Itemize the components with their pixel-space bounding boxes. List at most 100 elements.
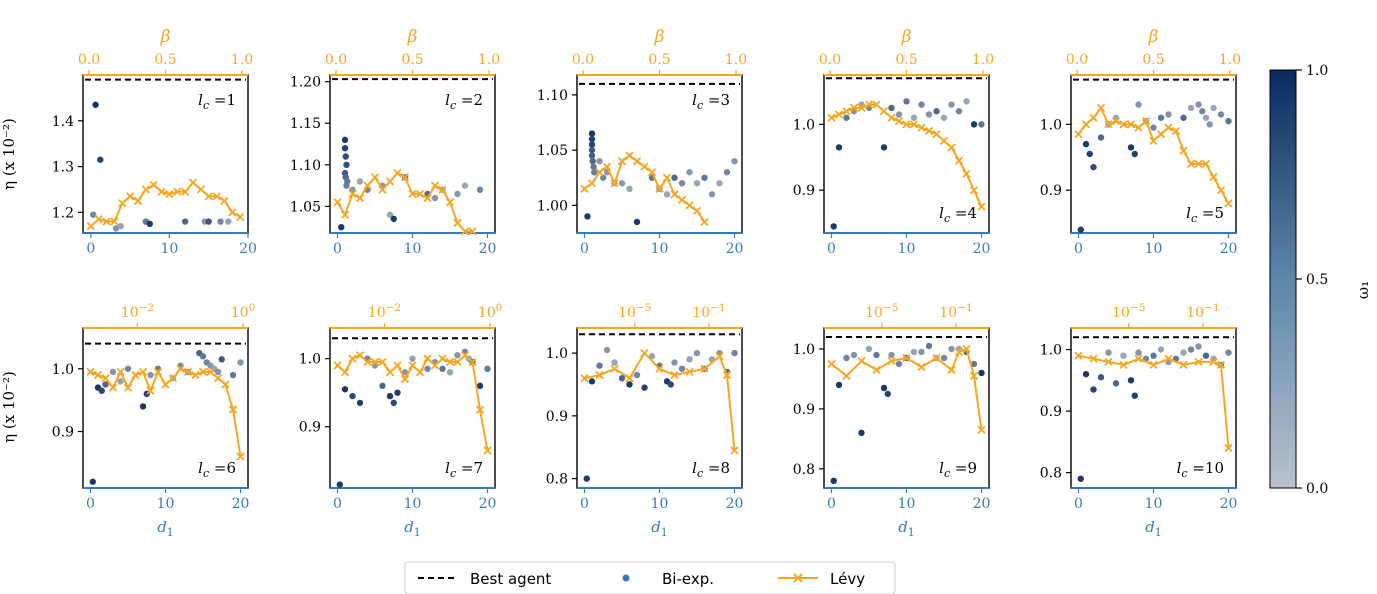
biexp-point (678, 365, 686, 372)
x-tick-label: 10 (898, 241, 916, 257)
biexp-point (693, 180, 701, 187)
levy-marker (445, 357, 455, 367)
biexp-point (835, 381, 843, 389)
levy-marker (363, 181, 372, 190)
levy-marker (468, 357, 477, 367)
levy-marker (640, 348, 649, 358)
levy-marker (580, 374, 589, 383)
biexp-point (1077, 226, 1084, 233)
colorbar-ticks: 0.0 0.5 1.0 (1296, 63, 1328, 497)
biexp-point (1105, 349, 1112, 356)
top-tick-label: 1.0 (231, 52, 253, 68)
panel-lc-2: 0 10 20 1.05 1.10 1.15 1.200.0 0.5 1.0 β lc =2 (290, 27, 500, 257)
x-axis-label: d1 (157, 518, 174, 539)
top-tick-label: 0.0 (1066, 52, 1088, 68)
levy-marker (670, 370, 679, 380)
levy-marker (1164, 354, 1173, 363)
levy-marker (1074, 130, 1083, 139)
biexp-point (910, 348, 918, 356)
panel-frame (576, 74, 743, 234)
x-tick-label: 20 (239, 241, 257, 257)
biexp-point (1202, 352, 1210, 359)
levy-marker (101, 374, 110, 383)
y-tick-label: 1.0 (299, 352, 321, 368)
biexp-point (117, 378, 124, 385)
legend-frame (404, 561, 896, 594)
y-tick-label: 0.8 (1040, 466, 1062, 482)
levy-marker (116, 367, 125, 377)
levy-marker (453, 357, 462, 367)
y-tick-label: 1.0 (52, 362, 74, 378)
levy-marker (1179, 146, 1188, 155)
biexp-point (663, 191, 671, 198)
levy-marker (415, 368, 425, 377)
top-tick-label: 0.5 (154, 52, 176, 68)
levy-marker (857, 356, 866, 366)
biexp-point (865, 345, 873, 353)
x-tick-label: 0 (827, 241, 836, 257)
biexp-point (1225, 117, 1232, 125)
levy-marker (445, 198, 455, 207)
biexp-point (600, 174, 607, 181)
levy-marker (110, 217, 119, 226)
biexp-point (910, 114, 918, 121)
legend-biexp-label: Bi-exp. (662, 570, 714, 588)
biexp-point (731, 349, 738, 357)
y-tick-label: 0.9 (1040, 183, 1062, 199)
biexp-point (895, 360, 903, 368)
levy-marker (1179, 360, 1188, 370)
levy-marker (475, 405, 485, 414)
levy-marker (1134, 354, 1143, 363)
colorbar: 0.0 0.5 1.0 ω₁ (1269, 63, 1372, 497)
biexp-point (918, 101, 925, 108)
levy-marker (969, 186, 979, 195)
levy-marker (924, 126, 934, 136)
levy-marker (333, 361, 342, 370)
panel-label: lc =10 (1177, 459, 1224, 480)
y-tick-label: 1.10 (290, 158, 321, 174)
biexp-point (146, 220, 153, 228)
y-tick-label: 0.9 (1040, 404, 1062, 420)
legend-levy-label: Lévy (830, 570, 865, 588)
biexp-point (626, 185, 633, 193)
top-tick-label: 10−5 (865, 302, 898, 321)
biexp-point (225, 218, 232, 225)
top-tick-label: 0.0 (572, 52, 594, 68)
levy-marker (595, 370, 604, 380)
biexp-point (588, 141, 596, 148)
panel-frame (329, 327, 496, 489)
levy-marker (340, 210, 350, 219)
levy-marker (894, 116, 904, 126)
levy-marker (483, 446, 492, 455)
levy-marker (692, 206, 702, 216)
biexp-point (218, 356, 225, 363)
panel-frame (82, 74, 249, 234)
biexp-point (978, 369, 985, 377)
biexp-point (591, 169, 598, 176)
biexp-point (940, 354, 948, 362)
biexp-point (925, 111, 933, 118)
y-tick-label: 1.3 (52, 160, 74, 176)
biexp-point (895, 111, 903, 118)
colorbar-tick-label: 0.0 (1306, 481, 1328, 497)
levy-marker (385, 368, 395, 377)
biexp-point (588, 135, 596, 143)
biexp-point (343, 161, 350, 169)
legend-levy-marker (793, 573, 803, 583)
levy-marker (827, 359, 836, 369)
biexp-point (588, 378, 596, 385)
biexp-point (633, 371, 641, 379)
biexp-point (338, 223, 345, 231)
levy-marker (834, 110, 844, 119)
levy-marker (363, 357, 372, 367)
biexp-point (341, 386, 349, 393)
x-tick-label: 20 (232, 496, 250, 512)
levy-marker (378, 185, 387, 194)
top-tick-label: 100 (478, 302, 503, 321)
levy-marker (962, 344, 971, 354)
levy-marker (86, 367, 95, 377)
levy-marker (872, 100, 881, 109)
levy-marker (149, 180, 158, 190)
biexp-point (237, 359, 244, 366)
levy-marker (1149, 136, 1158, 145)
